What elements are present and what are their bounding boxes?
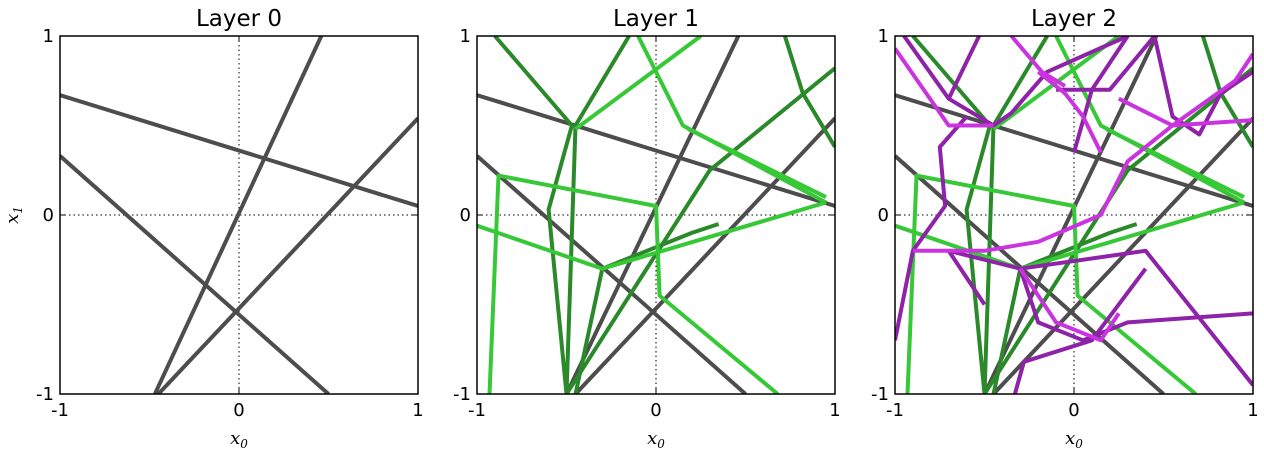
series-line-12 — [487, 173, 779, 394]
series-line-1 — [60, 154, 330, 394]
series-line-27 — [1018, 267, 1121, 343]
y-tick-label: 0 — [43, 205, 54, 226]
panel-2: -1-1 0 0 1 1 Layer 2 x0 — [871, 6, 1259, 451]
x-tick-label: 0 — [233, 400, 244, 421]
series-line-5 — [564, 36, 631, 394]
series-line-0 — [477, 93, 835, 208]
series-line-20 — [1152, 36, 1253, 137]
series-line-4 — [493, 36, 574, 394]
panel-0: -1-1 0 0 1 1 Layer 0 x0 x1 — [2, 6, 424, 451]
series-group — [60, 36, 418, 394]
y-tick-label: 0 — [460, 205, 471, 226]
x-tick-label: -1 — [468, 400, 486, 421]
series-line-14 — [902, 36, 1129, 128]
y-tick-label: 1 — [460, 26, 471, 47]
series-group — [895, 36, 1253, 394]
series-line-11 — [477, 200, 827, 271]
y-tick-label: -1 — [871, 384, 889, 405]
panel-1: -1-1 0 0 1 1 Layer 1 x0 — [453, 6, 841, 451]
series-line-13 — [1105, 127, 1245, 199]
series-line-16 — [895, 115, 969, 341]
y-tick-label: 1 — [43, 26, 54, 47]
x-tick-label: 1 — [412, 400, 423, 421]
x-axis-label: x0 — [1065, 428, 1083, 451]
series-line-10 — [1054, 36, 1245, 205]
series-line-26 — [912, 52, 1253, 253]
series-line-8 — [991, 222, 1138, 394]
series-line-8 — [573, 222, 720, 394]
series-line-18 — [1020, 248, 1253, 387]
series-line-1 — [895, 154, 1165, 394]
series-line-9 — [574, 36, 702, 131]
x-tick-label: 0 — [650, 400, 661, 421]
y-tick-label: 1 — [878, 26, 889, 47]
series-line-2 — [153, 36, 324, 394]
series-line-23 — [895, 47, 994, 128]
series-line-3 — [156, 116, 418, 394]
panel-title: Layer 1 — [613, 6, 699, 32]
series-line-7 — [1200, 36, 1253, 149]
x-axis-label: x0 — [230, 428, 248, 451]
series-line-3 — [574, 116, 835, 394]
series-line-13 — [687, 127, 827, 199]
series-line-0 — [60, 93, 418, 208]
x-tick-label: 1 — [1247, 400, 1258, 421]
series-line-22 — [1072, 36, 1130, 153]
y-tick-label: -1 — [36, 384, 54, 405]
series-line-15 — [946, 36, 981, 100]
y-tick-label: -1 — [453, 384, 471, 405]
y-tick-label: 0 — [878, 205, 889, 226]
series-line-24 — [1009, 36, 1067, 88]
series-line-12 — [905, 173, 1197, 394]
x-tick-label: 0 — [1068, 400, 1079, 421]
x-axis-label: x0 — [647, 428, 665, 451]
x-tick-label: -1 — [51, 400, 69, 421]
series-group — [477, 36, 835, 394]
panel-title: Layer 0 — [196, 6, 282, 32]
x-tick-label: 1 — [829, 400, 840, 421]
x-tick-label: -1 — [886, 400, 904, 421]
series-line-6 — [982, 66, 1253, 394]
series-line-2 — [564, 36, 741, 394]
series-line-3 — [992, 116, 1253, 394]
series-line-4 — [911, 36, 992, 394]
y-axis-label: x1 — [2, 206, 25, 224]
series-line-28 — [1036, 70, 1103, 154]
series-line-19 — [1056, 36, 1157, 92]
series-line-6 — [564, 66, 835, 394]
series-line-10 — [636, 36, 827, 205]
panel-title: Layer 2 — [1031, 6, 1117, 32]
series-line-21 — [1012, 267, 1148, 394]
series-line-2 — [982, 36, 1159, 394]
series-line-5 — [982, 36, 1049, 394]
series-line-1 — [477, 154, 747, 394]
series-line-7 — [782, 36, 835, 149]
